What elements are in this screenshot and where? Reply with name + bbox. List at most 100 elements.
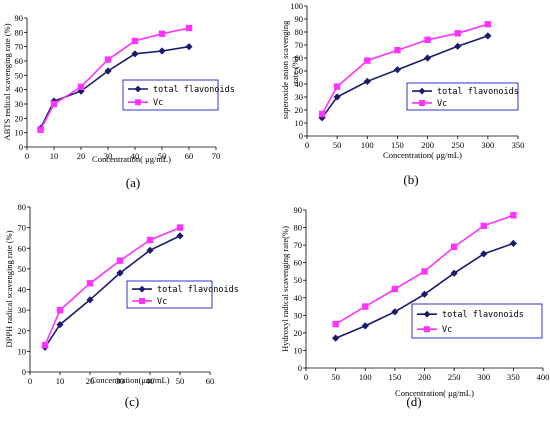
- x-tick-label: 10: [56, 376, 65, 386]
- legend-label-2: Vc: [157, 297, 167, 307]
- y-axis-label: ABTS redical scavenging rate (%): [2, 23, 12, 140]
- y-tick-label: 60: [294, 258, 303, 268]
- y-tick-label: 90: [294, 205, 303, 215]
- data-point-series-2: [86, 280, 94, 287]
- data-point-series-1: [393, 66, 402, 74]
- y-tick-label: 30: [294, 310, 303, 320]
- y-tick-label: 50: [295, 66, 304, 76]
- x-axis-label: Concentration( μg/mL): [395, 388, 474, 398]
- y-tick-label: 30: [15, 99, 24, 109]
- chart-panel-d: 0 10 20 30 40 50 60 70 80 90 0 50 100 150 200 250 300 350…: [280, 205, 549, 409]
- data-point-series-2: [484, 21, 492, 28]
- series-line-1: [44, 235, 181, 348]
- y-tick-label: 60: [15, 56, 24, 66]
- y-tick-label: 80: [18, 202, 27, 212]
- panel-label: (d): [406, 394, 421, 409]
- legend-marker-2: [419, 99, 425, 106]
- legend: total flavonoids Vc: [126, 280, 239, 309]
- data-point-series-2: [41, 341, 49, 349]
- legend: total flavonoids Vc: [406, 82, 519, 111]
- data-point-series-1: [480, 250, 488, 258]
- x-tick-label: 40: [131, 151, 140, 161]
- x-tick-label: 300: [477, 372, 490, 382]
- data-point-series-1: [363, 77, 371, 85]
- y-tick-label: 30: [18, 305, 27, 315]
- legend-marker-2: [424, 326, 430, 333]
- legend-marker-1: [423, 310, 431, 318]
- y-tick-label: 0: [22, 367, 26, 377]
- x-tick-label: 70: [212, 151, 221, 161]
- y-tick-label: 70: [294, 240, 303, 250]
- x-tick-label: 350: [507, 372, 520, 382]
- x-tick-label: 350: [512, 140, 525, 150]
- panel-label: (a): [126, 175, 140, 190]
- y-tick-label: 10: [15, 128, 24, 138]
- x-tick-label: 50: [331, 372, 340, 382]
- legend-label-2: Vc: [437, 99, 447, 109]
- y-tick-label: 40: [294, 293, 303, 303]
- y-tick-label: 60: [18, 243, 27, 253]
- y-tick-label: 10: [294, 345, 303, 355]
- x-tick-label: 20: [86, 376, 95, 386]
- data-point-series-1: [420, 290, 429, 298]
- x-tick-label: 60: [185, 151, 194, 161]
- legend-label-1: total flavonoids: [153, 85, 235, 95]
- data-point-series-2: [454, 30, 461, 37]
- data-point-series-1: [484, 32, 492, 40]
- y-tick-label: 60: [295, 53, 304, 63]
- x-tick-label: 200: [418, 372, 431, 382]
- chart-panel-c: 0 10 20 30 40 50 60 70 80 0 10 20 30 40 50 60 Concentrat…: [4, 202, 239, 409]
- data-point-series-1: [361, 322, 369, 330]
- x-tick-label: 20: [77, 151, 86, 161]
- x-tick-label: 40: [146, 376, 155, 386]
- data-point-series-1: [131, 50, 139, 58]
- x-tick-label: 30: [104, 151, 113, 161]
- y-tick-label: 50: [18, 264, 27, 274]
- y-tick-label: 80: [294, 223, 303, 233]
- data-point-series-1: [391, 308, 399, 316]
- y-tick-label: 70: [15, 42, 24, 52]
- chart-panel-b: 0 10 20 30 40 50 60 70 80 90 100 0 50 100 150 200 250 300…: [280, 1, 524, 187]
- data-point-series-1: [185, 43, 193, 51]
- x-tick-label: 50: [158, 151, 167, 161]
- legend: total flavonoids Vc: [122, 79, 235, 111]
- legend-label-1: total flavonoids: [442, 310, 524, 320]
- x-tick-label: 0: [28, 376, 32, 386]
- data-point-series-2: [37, 126, 44, 133]
- panel-label: (b): [403, 172, 418, 187]
- data-point-series-1: [146, 246, 154, 254]
- data-point-series-2: [176, 224, 184, 231]
- data-point-series-2: [394, 47, 401, 54]
- data-point-series-2: [50, 100, 58, 108]
- data-point-series-2: [318, 110, 326, 118]
- x-tick-label: 250: [451, 140, 464, 150]
- y-tick-label: 0: [19, 142, 23, 152]
- y-tick-label: 20: [295, 105, 304, 115]
- x-tick-label: 0: [25, 151, 29, 161]
- y-tick-label: 70: [295, 40, 304, 50]
- y-tick-label: 20: [294, 328, 303, 338]
- x-axis-label: Concentration( μg/mL): [92, 154, 171, 164]
- y-tick-label: 20: [18, 326, 27, 336]
- y-axis-label-line2: rate (%): [290, 56, 300, 84]
- data-point-series-1: [454, 42, 462, 50]
- y-tick-label: 80: [15, 27, 24, 37]
- legend-marker-2: [135, 99, 141, 106]
- data-point-series-1: [333, 93, 341, 101]
- y-tick-label: 70: [18, 223, 27, 233]
- legend-box: [406, 82, 519, 111]
- legend-box: [411, 303, 543, 339]
- y-axis-label: superoxide anion scavenging: [280, 20, 290, 119]
- y-tick-label: 0: [298, 363, 302, 373]
- legend-marker-2: [139, 297, 145, 304]
- y-tick-label: 10: [295, 118, 304, 128]
- y-tick-label: 90: [15, 13, 24, 23]
- data-point-series-2: [333, 83, 341, 90]
- x-tick-label: 150: [391, 140, 404, 150]
- data-point-series-2: [56, 306, 64, 314]
- data-point-series-2: [450, 243, 458, 251]
- data-point-series-1: [104, 67, 112, 75]
- y-tick-label: 0: [299, 131, 303, 141]
- legend-marker-1: [134, 85, 142, 93]
- data-point-series-2: [104, 56, 112, 63]
